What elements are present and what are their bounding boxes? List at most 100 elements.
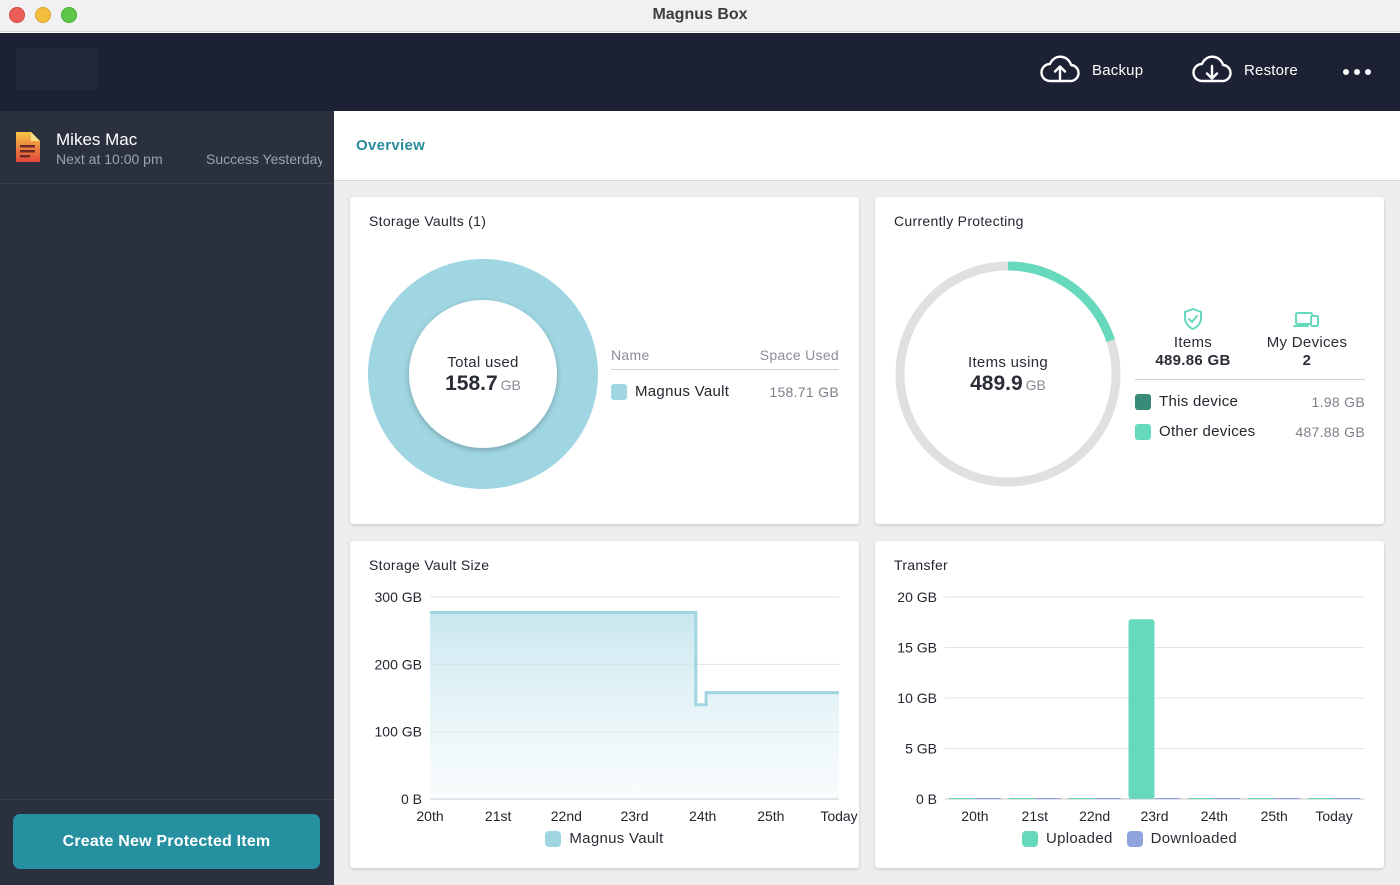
devices-icon [1293,312,1319,327]
series-area-magnus-vault [430,612,839,799]
cloud-upload-icon [1040,55,1080,83]
more-options-icon[interactable] [1340,59,1374,85]
other-devices-swatch [1135,423,1151,440]
x-tick-label: 20th [416,808,443,824]
other-devices-value: 487.88 GB [1295,423,1365,440]
items-using-value: 489.9 GB [918,372,1098,396]
this-device-label: This device [1159,393,1239,410]
top-toolbar: Backup Restore [0,33,1400,111]
storage-donut-chart [368,259,598,489]
y-tick-label: 200 GB [375,656,422,672]
vault-row[interactable]: Magnus Vault 158.71 GB [611,383,839,400]
x-tick-label: 22nd [1079,808,1110,824]
y-tick-label: 0 B [916,791,937,807]
x-tick-label: 20th [961,808,988,824]
total-used-unit: GB [500,377,521,393]
legend-label-magnus-vault: Magnus Vault [569,830,664,847]
protecting-ring-chart [895,261,1121,487]
legend-label-uploaded: Uploaded [1045,830,1113,847]
restore-label: Restore [1244,61,1298,79]
x-tick-label: 23rd [620,808,648,824]
y-tick-label: 15 GB [897,640,937,656]
y-tick-label: 20 GB [897,589,937,605]
device-status: Success Yesterday [206,151,322,167]
bar-downloaded-today[interactable] [1334,798,1361,799]
protecting-ring-progress [1007,261,1115,343]
zoom-window-button[interactable] [61,7,77,23]
bar-uploaded-22nd[interactable] [1068,798,1095,799]
vault-name-cell: Magnus Vault [611,383,729,400]
other-devices-label: Other devices [1159,423,1256,440]
bar-downloaded-24th[interactable] [1214,798,1241,799]
total-used-number: 158.7 [445,372,498,395]
close-window-button[interactable] [9,7,25,23]
this-device-row: This device 1.98 GB [1135,393,1365,410]
donut-hole [409,300,557,448]
currently-protecting-card: Currently Protecting Items using 489.9 GB… [875,197,1384,524]
title-bar: Magnus Box [0,0,1400,32]
x-tick-label: 25th [1261,808,1288,824]
y-tick-label: 100 GB [375,724,422,740]
items-using-label: Items using [968,354,1048,371]
column-space-used: Space Used [759,347,839,363]
restore-button[interactable]: Restore [1192,51,1298,89]
vault-swatch [611,383,627,400]
app-logo [16,48,98,90]
column-name: Name [611,347,650,363]
legend-swatch-magnus-vault [545,830,562,847]
bar-uploaded-today[interactable] [1308,798,1335,799]
y-tick-label: 10 GB [897,690,937,706]
y-tick-label: 0 B [401,791,422,807]
bar-downloaded-25th[interactable] [1274,798,1301,799]
device-name: Mikes Mac [56,130,138,149]
items-stat-value: 489.86 GB [1155,352,1231,369]
series-line-magnus-vault[interactable] [430,610,839,707]
bar-downloaded-22nd[interactable] [1094,798,1121,799]
tab-bar: Overview [334,111,1400,181]
legend-item-downloaded[interactable]: Downloaded [1126,830,1237,847]
storage-vault-size-legend: Magnus Vault [350,830,859,847]
bar-downloaded-20th[interactable] [974,798,1001,799]
total-used-label: Total used [447,354,519,371]
x-tick-label: 21st [485,808,512,824]
backup-button[interactable]: Backup [1040,51,1143,89]
transfer-chart: 20 GB 15 GB 10 GB 5 GB 0 B 20th 21st 22nd 23rd 24… [897,589,1364,824]
x-tick-label: 23rd [1140,808,1168,824]
total-used-value: 158.7 GB [393,372,573,396]
this-device-name-cell: This device [1135,393,1238,410]
tab-overview[interactable]: Overview [356,137,426,154]
bar-downloaded-21st[interactable] [1034,798,1061,799]
x-tick-label: 22nd [551,808,582,824]
legend-swatch-downloaded [1126,830,1143,847]
my-devices-value: 2 [1302,352,1312,369]
storage-vaults-card: Storage Vaults (1) Total used 158.7 GB Na… [350,197,859,524]
sidebar-item-device[interactable]: Mikes Mac Next at 10:00 pm Success Yeste… [0,111,334,184]
bar-uploaded-21st[interactable] [1008,798,1035,799]
bar-uploaded-24th[interactable] [1188,798,1215,799]
currently-protecting-title: Currently Protecting [894,213,1024,229]
bar-downloaded-23rd[interactable] [1154,798,1181,799]
bar-uploaded-20th[interactable] [948,798,975,799]
items-using-unit: GB [1025,377,1046,393]
this-device-value: 1.98 GB [1311,393,1365,410]
other-devices-row: Other devices 487.88 GB [1135,423,1365,440]
bar-uploaded-25th[interactable] [1248,798,1275,799]
legend-item-uploaded[interactable]: Uploaded [1021,830,1113,847]
x-tick-label: 24th [1201,808,1228,824]
items-using-number: 489.9 [970,372,1023,395]
vault-table: Name Space Used Magnus Vault 158.71 GB [611,347,839,400]
legend-item-magnus-vault[interactable]: Magnus Vault [545,830,663,847]
vault-name: Magnus Vault [635,383,730,400]
storage-vaults-title: Storage Vaults (1) [369,213,487,229]
x-tick-label: Today [820,808,857,824]
minimize-window-button[interactable] [35,7,51,23]
bar-uploaded-23rd[interactable] [1128,619,1155,799]
x-tick-label: 21st [1022,808,1049,824]
my-devices-label: My Devices [1266,334,1348,351]
device-next-backup: Next at 10:00 pm [56,151,163,167]
main-content: Overview Storage Vaults (1) Total used 1… [334,111,1400,885]
transfer-legend: Uploaded Downloaded [875,830,1384,847]
create-protected-item-button[interactable]: Create New Protected Item [13,814,320,869]
shield-check-icon [1184,307,1202,331]
